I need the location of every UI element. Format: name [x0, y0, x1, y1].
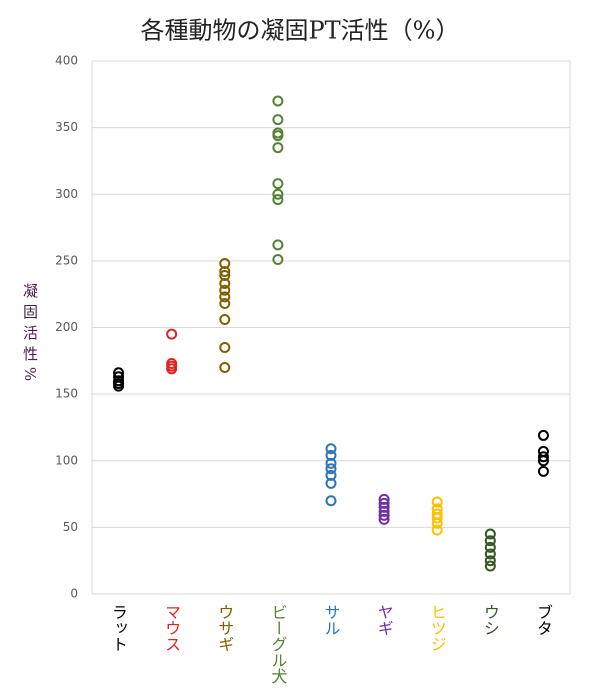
- x-tick-label: ビーグル犬: [268, 604, 287, 684]
- x-tick-label: ヒツジ: [428, 604, 447, 652]
- x-tick-label: ウサギ: [215, 604, 234, 652]
- x-tick-label: サル: [322, 604, 341, 636]
- data-point: [484, 560, 496, 572]
- data-point: [484, 555, 496, 567]
- data-point: [431, 496, 443, 508]
- data-point: [219, 266, 231, 278]
- data-point: [378, 509, 390, 521]
- data-point: [219, 361, 231, 373]
- data-point: [272, 95, 284, 107]
- data-point: [537, 451, 549, 463]
- data-point: [484, 535, 496, 547]
- data-point: [272, 142, 284, 154]
- data-point: [219, 314, 231, 326]
- y-tick-label: 400: [55, 54, 78, 68]
- data-point: [272, 178, 284, 190]
- data-point: [166, 363, 178, 375]
- data-point: [378, 501, 390, 513]
- data-point: [219, 270, 231, 282]
- data-point: [219, 278, 231, 290]
- y-tick-label: 100: [55, 453, 78, 467]
- data-point: [219, 291, 231, 303]
- data-point: [431, 524, 443, 536]
- data-point: [378, 513, 390, 525]
- data-point: [325, 457, 337, 469]
- y-tick-label: 300: [55, 187, 78, 201]
- data-point: [113, 380, 125, 392]
- y-tick-label: 350: [55, 120, 78, 134]
- data-point: [484, 528, 496, 540]
- data-point: [272, 194, 284, 206]
- data-point: [325, 463, 337, 475]
- data-point: [272, 188, 284, 200]
- data-point: [325, 469, 337, 481]
- y-tick-label: 0: [70, 587, 78, 601]
- data-point: [484, 548, 496, 560]
- data-point: [537, 465, 549, 477]
- data-point: [219, 298, 231, 310]
- data-point: [166, 328, 178, 340]
- data-point: [219, 284, 231, 296]
- data-point: [537, 455, 549, 467]
- data-point: [484, 541, 496, 553]
- data-point: [537, 429, 549, 441]
- data-point: [325, 449, 337, 461]
- data-point: [325, 495, 337, 507]
- data-point: [113, 367, 125, 379]
- data-point: [219, 341, 231, 353]
- y-tick-label: 250: [55, 253, 78, 267]
- data-point: [431, 517, 443, 529]
- data-point: [272, 114, 284, 126]
- x-tick-label: ウシ: [481, 604, 500, 636]
- x-tick-label: ヤギ: [375, 604, 394, 636]
- data-point: [378, 497, 390, 509]
- y-axis-label: 凝固活性%: [21, 283, 39, 387]
- chart-title: 各種動物の凝固PT活性（%）: [141, 17, 460, 45]
- data-point: [219, 258, 231, 270]
- x-tick-label: ラット: [109, 604, 128, 652]
- data-point: [272, 239, 284, 251]
- data-point: [272, 130, 284, 142]
- data-point: [325, 443, 337, 455]
- data-point: [325, 477, 337, 489]
- y-tick-label: 50: [63, 520, 78, 534]
- x-tick-label: ブタ: [534, 604, 553, 636]
- data-point: [378, 505, 390, 517]
- y-tick-label: 200: [55, 320, 78, 334]
- data-point: [378, 493, 390, 505]
- x-tick-label: マウス: [162, 604, 181, 652]
- y-tick-label: 150: [55, 387, 78, 401]
- data-point: [272, 254, 284, 266]
- data-point: [431, 512, 443, 524]
